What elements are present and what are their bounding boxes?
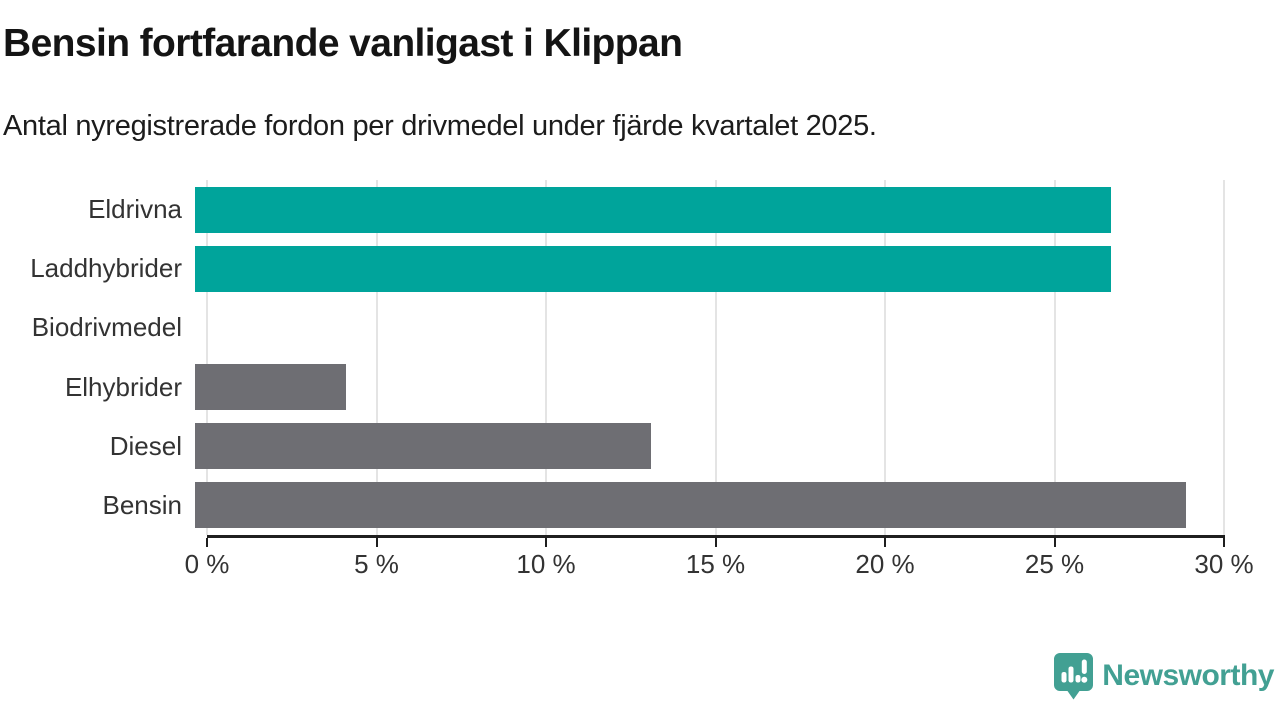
tick-label: 15 % xyxy=(685,549,746,579)
bar xyxy=(195,364,346,411)
bar-chart: Eldrivna Laddhybrider Biodrivmedel Elhybrid… xyxy=(0,180,1254,600)
bar-row: Diesel xyxy=(0,417,1224,476)
bar-track xyxy=(195,482,1224,529)
category-label: Diesel xyxy=(109,430,182,461)
tick-mark xyxy=(545,538,547,547)
tick-label: 5 % xyxy=(354,549,399,579)
tick-label: 0 % xyxy=(184,549,230,579)
grid-layer xyxy=(206,180,1225,535)
x-axis-ticks: 0 % 5 % 10 % 15 % 20 % 25 % 30 % xyxy=(185,538,1254,588)
category-label: Bensin xyxy=(102,489,183,520)
gridline xyxy=(375,180,378,535)
bar-track xyxy=(195,423,1224,470)
tick-mark xyxy=(1223,538,1225,547)
tick-label: 10 % xyxy=(516,549,576,579)
newsworthy-logo-text: Newsworthy xyxy=(1102,659,1274,692)
tick-label: 25 % xyxy=(1024,549,1085,579)
gridline xyxy=(206,180,208,535)
gridline xyxy=(1053,180,1056,535)
bar-row: Elhybrider xyxy=(0,358,1224,417)
tick-mark xyxy=(206,538,208,547)
bar xyxy=(195,482,1187,529)
bar-row: Eldrivna xyxy=(0,180,1224,239)
bar-row: Biodrivmedel xyxy=(0,298,1224,357)
tick-label: 30 % xyxy=(1194,549,1254,579)
tick-mark xyxy=(375,538,378,547)
tick-mark xyxy=(884,538,886,547)
bar xyxy=(195,186,1111,233)
gridline xyxy=(714,180,717,535)
bar-track xyxy=(195,364,1224,411)
rows-layer: Eldrivna Laddhybrider Biodrivmedel Elhybrid… xyxy=(0,180,1224,535)
bar xyxy=(195,245,1111,292)
category-label: Laddhybrider xyxy=(30,253,182,284)
category-label: Biodrivmedel xyxy=(31,312,182,343)
gridline xyxy=(545,180,547,535)
newsworthy-logo: Newsworthy xyxy=(1053,652,1274,700)
category-label: Elhybrider xyxy=(64,371,182,402)
bar xyxy=(195,423,652,470)
bar-row: Laddhybrider xyxy=(0,239,1224,298)
bar-track xyxy=(195,305,1224,351)
bar-track xyxy=(195,245,1224,292)
bar-row: Bensin xyxy=(0,476,1224,535)
newsworthy-pin-bar-chart-icon xyxy=(1053,652,1094,700)
tick-mark xyxy=(1053,538,1056,547)
tick-label: 20 % xyxy=(855,549,915,579)
category-label: Eldrivna xyxy=(88,194,182,225)
gridline xyxy=(1223,180,1225,535)
chart-subtitle: Antal nyregistrerade fordon per drivmede… xyxy=(3,110,877,142)
bar-track xyxy=(195,186,1224,233)
gridline xyxy=(884,180,886,535)
x-axis-line xyxy=(207,535,1225,538)
chart-title: Bensin fortfarande vanligast i Klippan xyxy=(3,22,683,65)
tick-mark xyxy=(714,538,717,547)
